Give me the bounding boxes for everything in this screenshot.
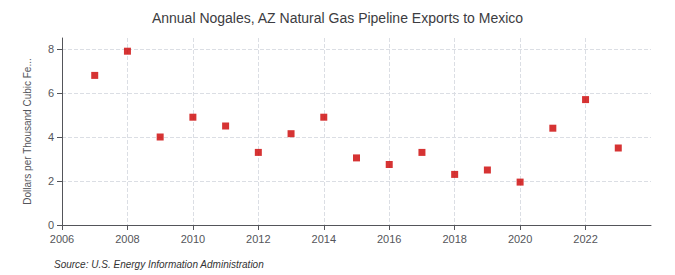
svg-text:2016: 2016 <box>377 233 401 245</box>
svg-text:2006: 2006 <box>50 233 74 245</box>
svg-text:2018: 2018 <box>442 233 466 245</box>
svg-text:2: 2 <box>48 175 54 187</box>
svg-text:0: 0 <box>48 219 54 231</box>
svg-text:2022: 2022 <box>573 233 597 245</box>
svg-text:4: 4 <box>48 131 54 143</box>
svg-text:Source: U.S. Energy Informatio: Source: U.S. Energy Information Administ… <box>54 259 264 270</box>
svg-text:2010: 2010 <box>181 233 205 245</box>
svg-text:2008: 2008 <box>115 233 139 245</box>
svg-text:2014: 2014 <box>312 233 336 245</box>
svg-text:6: 6 <box>48 87 54 99</box>
svg-text:2012: 2012 <box>246 233 270 245</box>
svg-text:Dollars per Thousand Cubic Fe.: Dollars per Thousand Cubic Fe... <box>22 58 33 205</box>
svg-text:8: 8 <box>48 43 54 55</box>
svg-text:Annual Nogales, AZ Natural Gas: Annual Nogales, AZ Natural Gas Pipeline … <box>152 10 523 26</box>
svg-text:2020: 2020 <box>508 233 532 245</box>
